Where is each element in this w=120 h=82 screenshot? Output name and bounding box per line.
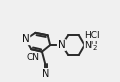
Text: N: N xyxy=(58,40,66,50)
Text: HCl: HCl xyxy=(85,31,100,40)
Text: CN: CN xyxy=(26,53,39,62)
Text: N: N xyxy=(42,69,49,79)
Text: N: N xyxy=(22,34,29,44)
Text: NH: NH xyxy=(85,41,98,50)
Text: 2: 2 xyxy=(92,45,97,51)
